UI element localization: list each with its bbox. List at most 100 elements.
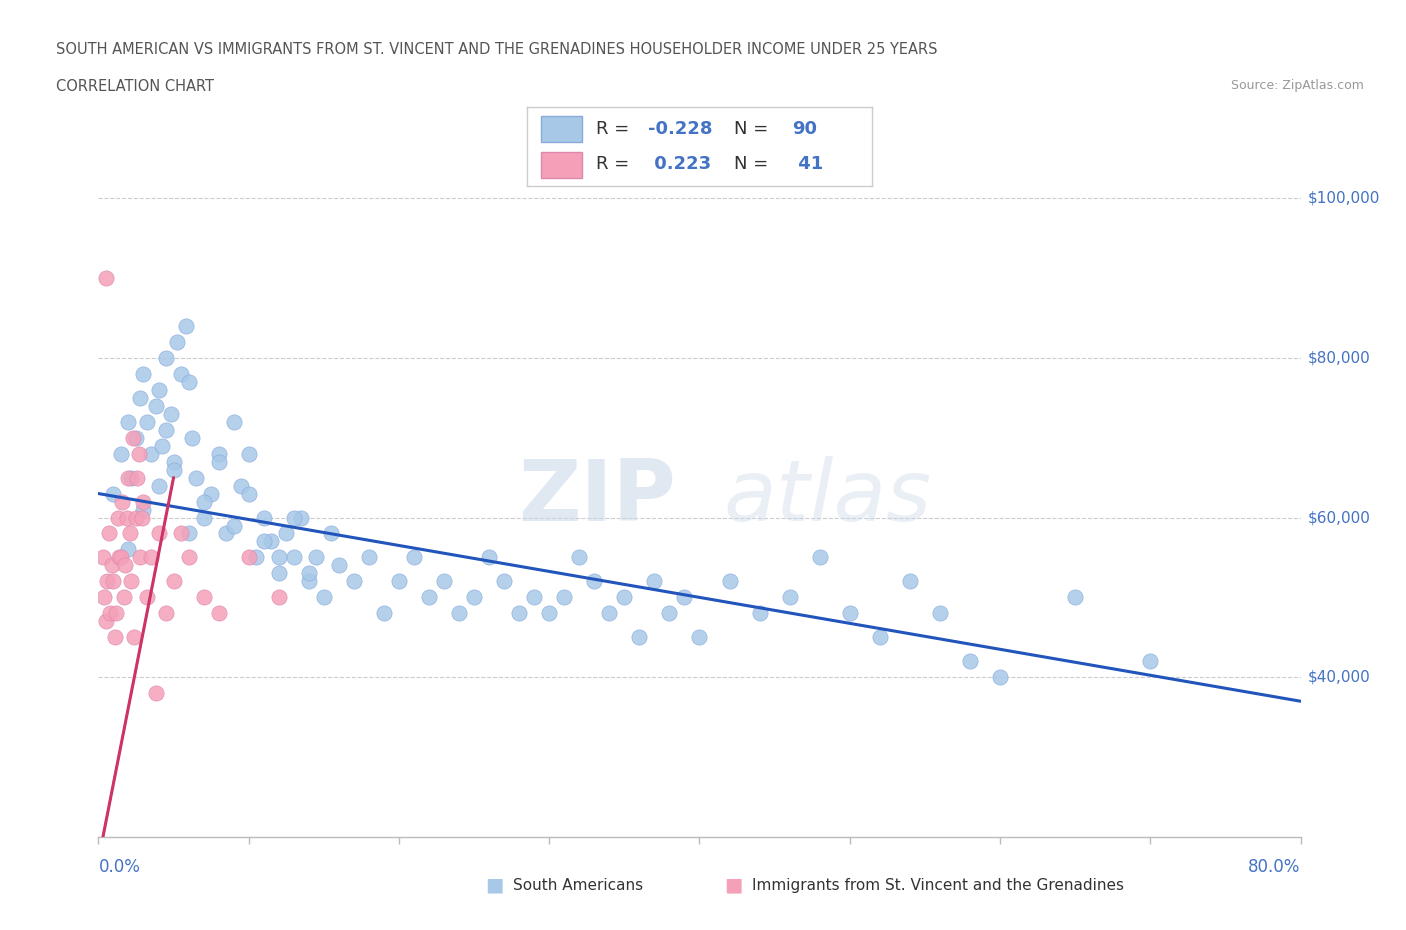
Point (139, 550, 162, 565)
Text: N =: N = (734, 155, 773, 173)
Point (127, 471, 149, 485)
Point (222, 414, 245, 429)
Point (121, 574, 143, 589)
Text: -0.228: -0.228 (648, 120, 713, 138)
Point (463, 590, 485, 604)
Text: Source: ZipAtlas.com: Source: ZipAtlas.com (1230, 79, 1364, 92)
Point (128, 446, 150, 461)
Point (162, 574, 184, 589)
Point (148, 526, 170, 541)
Point (139, 446, 162, 461)
Point (215, 526, 238, 541)
Point (96, 574, 118, 589)
Point (132, 366, 155, 381)
Text: atlas: atlas (724, 456, 932, 539)
Point (100, 606, 122, 621)
FancyBboxPatch shape (541, 115, 582, 141)
Point (494, 574, 516, 589)
Point (159, 406, 181, 421)
Point (238, 446, 260, 461)
Point (135, 414, 157, 429)
Point (112, 590, 135, 604)
Point (132, 502, 155, 517)
Point (869, 630, 891, 644)
Text: $40,000: $40,000 (1308, 670, 1371, 684)
Point (180, 431, 202, 445)
Text: 80.0%: 80.0% (1249, 857, 1301, 876)
Point (129, 550, 152, 565)
Point (718, 574, 741, 589)
Point (155, 606, 177, 621)
Point (1139, 654, 1161, 669)
Point (94, 614, 117, 629)
Point (170, 366, 193, 381)
Point (117, 471, 139, 485)
Point (145, 685, 167, 700)
Point (208, 454, 231, 469)
Point (808, 550, 831, 565)
Point (478, 550, 501, 565)
Point (1064, 590, 1087, 604)
Point (162, 462, 184, 477)
Point (155, 351, 177, 365)
Point (343, 574, 366, 589)
Point (231, 478, 253, 493)
Point (97, 526, 120, 541)
Point (276, 526, 298, 541)
Point (373, 606, 395, 621)
Point (260, 534, 283, 549)
Point (184, 471, 207, 485)
Point (129, 391, 152, 405)
Point (117, 542, 139, 557)
FancyBboxPatch shape (541, 152, 582, 179)
Point (357, 550, 380, 565)
Point (402, 550, 425, 565)
Point (193, 590, 215, 604)
Point (298, 566, 321, 581)
Point (170, 526, 193, 541)
Point (673, 590, 696, 604)
Point (628, 630, 651, 644)
Point (148, 478, 170, 493)
Point (117, 414, 139, 429)
Text: Immigrants from St. Vincent and the Grenadines: Immigrants from St. Vincent and the Gren… (752, 878, 1125, 893)
Point (267, 566, 290, 581)
Text: 0.223: 0.223 (648, 155, 711, 173)
Point (779, 590, 801, 604)
Point (145, 398, 167, 413)
Point (110, 446, 132, 461)
Point (177, 526, 200, 541)
Text: R =: R = (596, 155, 636, 173)
Point (388, 574, 411, 589)
Point (111, 494, 134, 509)
Point (433, 574, 456, 589)
Point (162, 454, 184, 469)
Point (101, 558, 124, 573)
Point (94, 271, 117, 286)
Text: ■: ■ (485, 876, 503, 895)
Point (103, 574, 125, 589)
Point (177, 374, 200, 389)
Point (208, 606, 231, 621)
Text: ZIP: ZIP (517, 456, 675, 539)
Point (253, 510, 276, 525)
Point (104, 630, 127, 644)
Point (688, 630, 710, 644)
Point (148, 382, 170, 397)
Point (177, 550, 200, 565)
Point (643, 574, 665, 589)
Point (838, 606, 860, 621)
Point (110, 550, 132, 565)
Point (253, 534, 276, 549)
Point (568, 550, 591, 565)
Text: $60,000: $60,000 (1308, 510, 1371, 525)
Point (538, 606, 561, 621)
Point (238, 550, 260, 565)
Point (125, 431, 148, 445)
Point (312, 590, 335, 604)
Point (121, 471, 143, 485)
Point (114, 558, 136, 573)
Text: CORRELATION CHART: CORRELATION CHART (56, 79, 214, 94)
Point (321, 526, 343, 541)
Text: $100,000: $100,000 (1308, 191, 1379, 206)
